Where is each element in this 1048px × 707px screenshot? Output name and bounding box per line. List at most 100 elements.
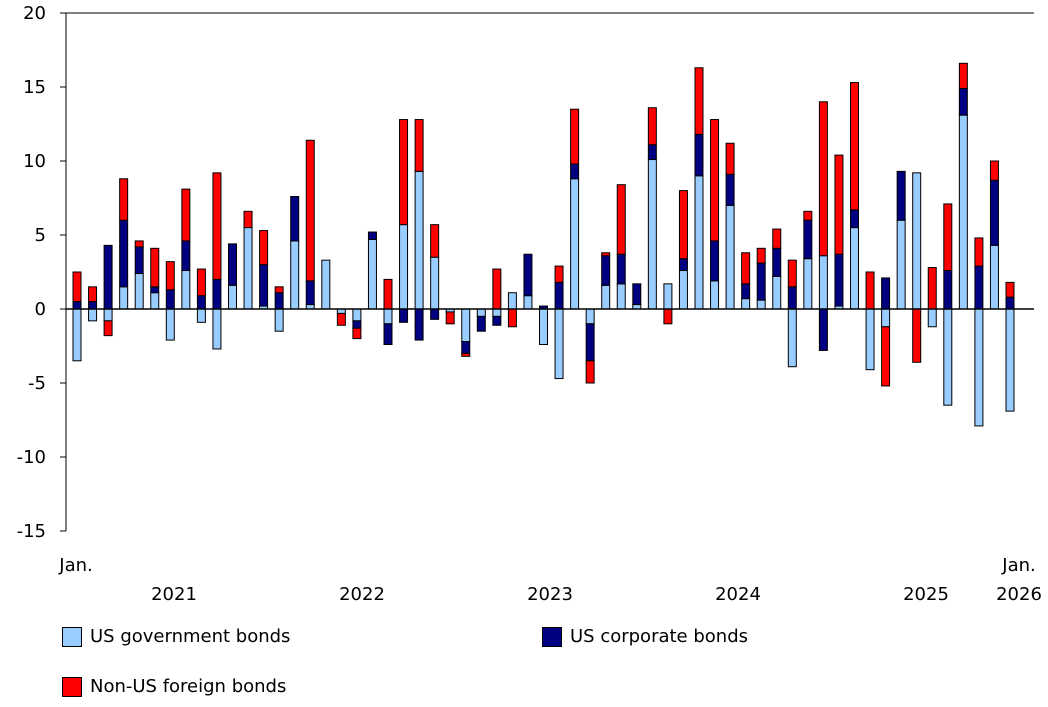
- bar-us-government-bonds: [165, 308, 175, 341]
- bar-non-us-foreign-bonds: [678, 190, 688, 260]
- bar-us-corporate-bonds: [678, 258, 688, 272]
- bar-non-us-foreign-bonds: [912, 308, 922, 363]
- y-tick-label: -10: [17, 447, 46, 468]
- bar-non-us-foreign-bonds: [274, 286, 284, 294]
- bar-non-us-foreign-bonds: [445, 311, 455, 325]
- bar-us-government-bonds: [507, 292, 517, 310]
- bar-non-us-foreign-bonds: [507, 308, 517, 328]
- bar-us-government-bonds: [818, 255, 828, 310]
- bar-us-government-bonds: [196, 308, 206, 323]
- y-tick-label: 15: [23, 77, 46, 98]
- bar-us-corporate-bonds: [974, 265, 984, 310]
- bar-non-us-foreign-bonds: [694, 67, 704, 135]
- bar-us-government-bonds: [865, 308, 875, 371]
- bar-non-us-foreign-bonds: [989, 160, 999, 181]
- x-year-label: 2023: [527, 584, 573, 605]
- bar-non-us-foreign-bonds: [165, 261, 175, 291]
- bar-non-us-foreign-bonds: [601, 252, 611, 257]
- bar-us-government-bonds: [1005, 308, 1015, 412]
- bar-us-corporate-bonds: [461, 341, 471, 354]
- bar-us-corporate-bonds: [694, 133, 704, 177]
- bar-non-us-foreign-bonds: [196, 268, 206, 297]
- bar-us-government-bonds: [616, 283, 626, 310]
- bar-non-us-foreign-bonds: [461, 352, 471, 357]
- y-tick-label: 10: [23, 151, 46, 172]
- bar-non-us-foreign-bonds: [212, 172, 222, 280]
- bar-us-corporate-bonds: [274, 292, 284, 310]
- bar-us-government-bonds: [181, 270, 191, 310]
- bar-non-us-foreign-bonds: [103, 320, 113, 337]
- bar-us-corporate-bonds: [601, 255, 611, 286]
- chart-legend: US government bonds US corporate bonds N…: [62, 626, 1022, 706]
- bar-us-corporate-bonds: [150, 286, 160, 294]
- bar-non-us-foreign-bonds: [119, 178, 129, 221]
- bar-us-corporate-bonds: [834, 253, 844, 307]
- bar-us-government-bonds: [694, 175, 704, 310]
- bar-non-us-foreign-bonds: [850, 82, 859, 211]
- bar-us-government-bonds: [492, 308, 502, 317]
- bar-us-government-bonds: [383, 308, 393, 325]
- stacked-bar-chart: -15 -10 -5 0 5 10 15 20 Jan. Jan. 2021 2022 2023 2…: [17, 3, 1042, 605]
- bar-us-government-bonds: [88, 308, 98, 322]
- bar-us-government-bonds: [367, 238, 377, 310]
- bar-us-corporate-bonds: [943, 270, 953, 310]
- bar-us-corporate-bonds: [212, 278, 222, 310]
- y-tick-label: 20: [23, 3, 46, 24]
- bar-non-us-foreign-bonds: [336, 312, 346, 326]
- bar-us-corporate-bonds: [228, 243, 237, 286]
- bar-non-us-foreign-bonds: [616, 184, 626, 255]
- bar-us-government-bonds: [212, 308, 222, 350]
- legend-swatch-non-us-foreign-bonds: [62, 676, 82, 697]
- bar-us-corporate-bonds: [570, 163, 580, 180]
- bar-us-government-bonds: [850, 227, 859, 310]
- bar-us-government-bonds: [725, 204, 735, 310]
- bar-us-corporate-bonds: [181, 240, 191, 272]
- bar-us-government-bonds: [958, 114, 968, 310]
- bar-non-us-foreign-bonds: [181, 188, 191, 242]
- bar-us-corporate-bonds: [88, 301, 98, 310]
- bar-us-corporate-bonds: [632, 283, 642, 306]
- bar-us-government-bonds: [601, 284, 611, 310]
- bar-us-corporate-bonds: [772, 247, 782, 277]
- bar-non-us-foreign-bonds: [88, 286, 98, 303]
- bar-us-corporate-bonds: [710, 240, 720, 282]
- bar-us-corporate-bonds: [756, 262, 766, 301]
- bar-us-corporate-bonds: [803, 219, 813, 260]
- bar-non-us-foreign-bonds: [585, 360, 595, 384]
- x-year-label: 2022: [339, 584, 385, 605]
- bar-us-government-bonds: [103, 308, 113, 322]
- bar-non-us-foreign-bonds: [305, 139, 315, 282]
- y-tick-label: -15: [17, 521, 46, 542]
- bar-us-government-bonds: [461, 308, 471, 343]
- bar-us-government-bonds: [290, 240, 300, 310]
- bar-us-government-bonds: [523, 295, 533, 310]
- legend-item-non-us-foreign-bonds: Non-US foreign bonds: [62, 676, 286, 697]
- bar-us-corporate-bonds: [430, 308, 440, 320]
- bar-us-corporate-bonds: [492, 315, 502, 326]
- bar-us-government-bonds: [243, 227, 253, 310]
- bar-non-us-foreign-bonds: [554, 265, 564, 283]
- bar-us-government-bonds: [414, 170, 424, 310]
- bar-us-corporate-bonds: [647, 144, 657, 161]
- bar-us-government-bonds: [678, 270, 688, 310]
- bar-us-government-bonds: [72, 308, 82, 362]
- bar-us-government-bonds: [539, 308, 548, 346]
- bar-us-corporate-bonds: [554, 281, 564, 310]
- bar-us-government-bonds: [228, 284, 237, 310]
- bar-us-government-bonds: [554, 308, 564, 380]
- bar-us-corporate-bonds: [399, 308, 409, 323]
- x-year-label: 2026: [996, 584, 1042, 605]
- bar-non-us-foreign-bonds: [352, 327, 362, 340]
- bar-us-corporate-bonds: [1005, 296, 1015, 310]
- bar-us-government-bonds: [896, 219, 906, 310]
- bar-non-us-foreign-bonds: [927, 267, 937, 310]
- bar-us-government-bonds: [647, 159, 657, 310]
- bar-non-us-foreign-bonds: [865, 271, 875, 310]
- bar-us-government-bonds: [321, 259, 331, 310]
- bar-us-government-bonds: [134, 272, 144, 310]
- y-tick-label: 0: [35, 299, 46, 320]
- bar-non-us-foreign-bonds: [741, 252, 751, 285]
- y-axis: -15 -10 -5 0 5 10 15 20: [17, 3, 66, 542]
- bar-non-us-foreign-bonds: [399, 119, 409, 226]
- bar-non-us-foreign-bonds: [834, 154, 844, 255]
